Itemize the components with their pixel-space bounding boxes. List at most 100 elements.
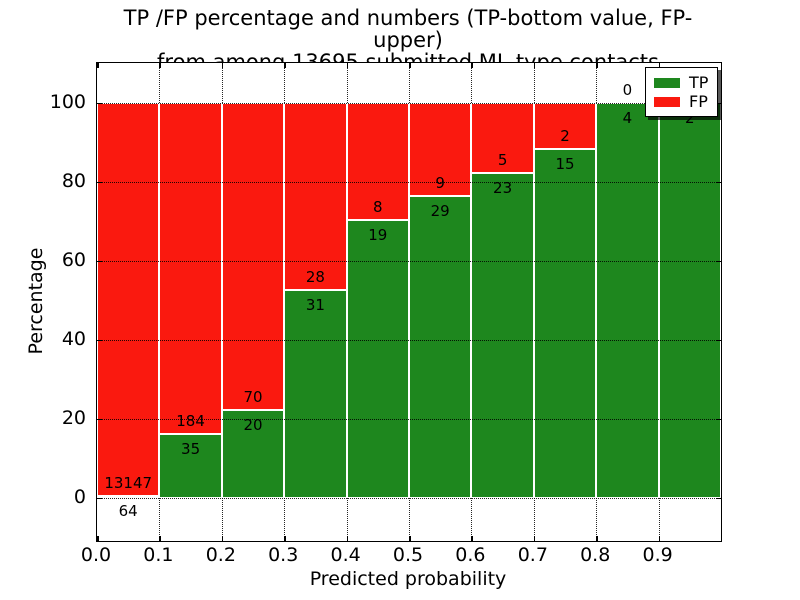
x-tick-label: 0.1	[143, 544, 174, 566]
y-tickmark	[716, 339, 721, 342]
x-tickmark	[346, 63, 349, 68]
x-tickmark	[97, 536, 99, 541]
fp-bar-segment	[346, 102, 409, 220]
x-tickmark	[533, 63, 536, 68]
y-tickmark	[716, 418, 721, 421]
tp-count-label: 2	[685, 108, 695, 127]
tp-bar-segment	[658, 102, 721, 498]
y-axis-label: Percentage	[25, 247, 47, 355]
fp-count-label: 28	[305, 267, 325, 286]
tp-bar-segment	[409, 196, 472, 498]
y-gridline	[97, 339, 721, 341]
tp-count-label: 23	[493, 179, 513, 198]
x-tickmark	[409, 536, 411, 541]
legend-row-fp: FP	[654, 92, 708, 111]
tp-count-label: 29	[430, 202, 450, 221]
y-tickmark	[716, 260, 721, 263]
tp-count-label: 20	[243, 415, 263, 434]
y-tick-label: 40	[61, 327, 86, 350]
x-tickmark	[471, 536, 473, 541]
x-tickmark	[159, 63, 161, 68]
fp-count-label: 5	[497, 151, 508, 170]
fp-count-label: 13147	[104, 473, 153, 492]
y-tickmark	[97, 418, 102, 421]
legend-label-tp: TP	[689, 72, 709, 92]
fp-swatch-icon	[654, 96, 680, 107]
x-tick-label: 0.7	[517, 544, 548, 566]
tp-count-label: 31	[305, 295, 325, 314]
y-gridline	[97, 181, 721, 183]
tp-swatch-icon	[654, 77, 680, 88]
plot-area: TP FP 13147 64 184 35 70 20 28 31 8 19 9 29 5 23 2 15 0 4…	[96, 62, 722, 542]
x-tick-label: 0.4	[330, 544, 361, 566]
y-tickmark	[716, 497, 721, 500]
tp-bar-segment	[533, 148, 597, 498]
legend-row-tp: TP	[654, 73, 708, 92]
y-gridline	[97, 102, 721, 104]
x-tick-label: 0.2	[205, 544, 236, 566]
y-tickmark	[716, 181, 721, 183]
x-tickmark	[284, 536, 286, 541]
x-tick-label: 0.0	[80, 544, 112, 566]
x-axis-label: Predicted probability	[309, 568, 507, 590]
tp-bar-segment	[159, 434, 222, 498]
y-tickmark	[716, 102, 721, 104]
x-tick-label: 0.8	[580, 544, 611, 566]
tp-count-label: 64	[118, 501, 138, 520]
y-tickmark	[97, 339, 102, 342]
tp-bar-segment	[284, 289, 347, 498]
x-tickmark	[346, 536, 349, 541]
x-tickmark	[533, 536, 536, 541]
y-tick-label: 60	[61, 248, 86, 271]
fp-bar-segment	[284, 102, 347, 290]
x-tickmark	[596, 536, 598, 541]
x-tickmark	[658, 536, 661, 541]
x-tickmark	[409, 63, 411, 68]
fp-count-label: 0	[622, 80, 633, 99]
fp-count-label: 2	[560, 126, 570, 145]
y-gridline	[97, 497, 721, 499]
tp-bar-segment	[596, 102, 659, 498]
y-tick-label: 80	[61, 169, 86, 192]
fp-bar-segment	[221, 102, 285, 410]
y-gridline	[97, 260, 721, 262]
fp-bar-segment	[471, 102, 534, 174]
tp-count-label: 4	[622, 108, 633, 127]
tp-count-label: 15	[555, 154, 575, 173]
x-tickmark	[97, 63, 99, 68]
legend: TP FP	[645, 67, 719, 117]
y-tick-label: 100	[49, 90, 86, 113]
x-tick-label: 0.3	[268, 544, 299, 566]
tp-bar-segment	[471, 173, 534, 498]
legend-label-fp: FP	[689, 91, 708, 111]
tp-count-label: 35	[181, 440, 201, 459]
fp-count-label: 184	[176, 412, 205, 431]
x-tickmark	[658, 63, 661, 68]
x-tickmark	[284, 63, 286, 68]
x-tickmark	[596, 63, 598, 68]
fp-bar-segment	[159, 102, 222, 435]
x-tickmark	[471, 63, 473, 68]
y-tickmark	[97, 102, 102, 104]
tp-bar-segment	[97, 495, 160, 498]
fp-count-label: 9	[435, 174, 445, 193]
y-tick-label: 20	[61, 406, 86, 429]
y-tickmark	[97, 260, 102, 263]
x-tick-label: 0.6	[455, 544, 486, 566]
chart-title-line1: TP /FP percentage and numbers (TP-bottom…	[123, 6, 693, 52]
x-tick-label: 0.9	[642, 544, 673, 566]
tp-bar-segment	[346, 219, 409, 498]
y-gridline	[97, 418, 721, 420]
fp-count-label: 8	[373, 197, 383, 216]
y-tickmark	[97, 497, 102, 500]
y-tickmark	[97, 181, 102, 183]
tp-bar-segment	[221, 409, 285, 498]
tp-count-label: 19	[368, 225, 388, 244]
y-tick-label: 0	[73, 485, 86, 508]
x-tick-label: 0.5	[392, 544, 424, 566]
x-tickmark	[221, 536, 224, 541]
fp-count-label: 70	[243, 387, 263, 406]
x-tickmark	[221, 63, 224, 68]
fp-bar-segment	[97, 102, 160, 496]
